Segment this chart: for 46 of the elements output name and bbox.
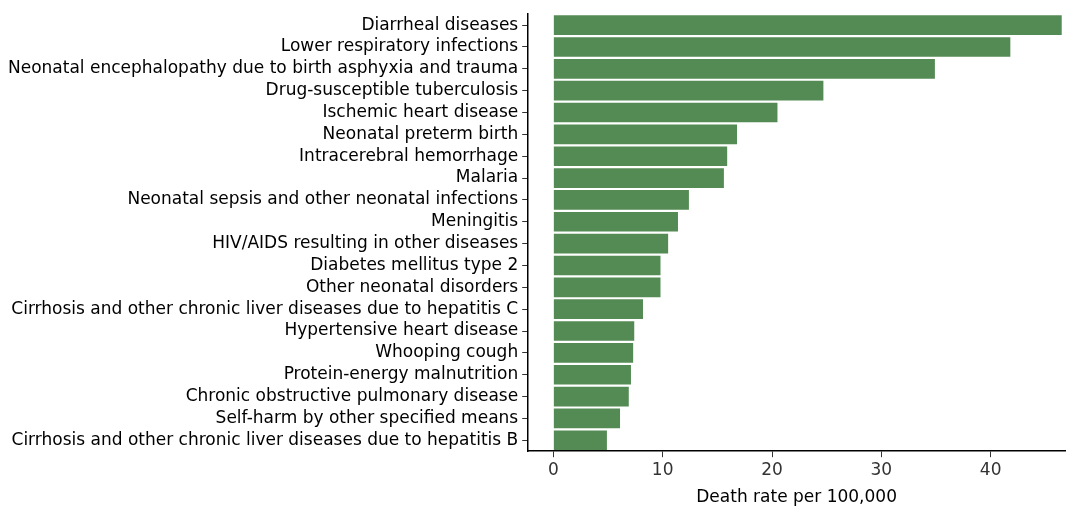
bar — [553, 37, 1011, 57]
bar — [553, 408, 621, 429]
bar — [553, 430, 607, 451]
y-tick-label: Chronic obstructive pulmonary disease — [185, 385, 519, 405]
x-tick-label: 0 — [547, 458, 559, 479]
bar — [553, 58, 935, 79]
bar — [553, 124, 738, 145]
y-tick-label: Meningitis — [431, 210, 519, 231]
bar — [553, 343, 634, 363]
y-tick-label: Neonatal sepsis and other neonatal infections — [127, 188, 519, 209]
y-tick-label: Neonatal encephalopathy due to birth asphyxia and trauma — [8, 57, 519, 78]
y-tick-label: Malaria — [455, 166, 519, 187]
y-tick-label: Hypertensive heart disease — [284, 319, 519, 340]
bar — [553, 146, 728, 167]
y-tick-label: Intracerebral hemorrhage — [299, 144, 519, 165]
bar — [553, 233, 669, 254]
y-tick-label: Drug-susceptible tuberculosis — [265, 79, 519, 100]
bar — [553, 168, 724, 188]
y-tick-label: Other neonatal disorders — [305, 275, 519, 296]
y-tick-label: Whooping cough — [375, 341, 519, 362]
bar — [553, 255, 661, 276]
bar — [553, 211, 678, 232]
bar — [553, 102, 778, 123]
bar — [553, 364, 631, 385]
bar — [553, 15, 1062, 35]
y-tick-label: Cirrhosis and other chronic liver diseases due to hepatitis B — [11, 428, 519, 449]
bar — [553, 80, 824, 101]
y-tick-label: Self-harm by other specified means — [215, 406, 519, 427]
y-tick-label: Lower respiratory infections — [280, 35, 519, 56]
y-tick-label: Neonatal preterm birth — [322, 122, 519, 143]
y-tick-label: Protein-energy malnutrition — [283, 363, 519, 384]
x-tick-label: 10 — [651, 458, 674, 479]
y-tick-label: Cirrhosis and other chronic liver diseases due to hepatitis C — [11, 297, 519, 318]
bar — [553, 321, 635, 341]
x-tick-label: 20 — [761, 458, 783, 479]
bar — [553, 299, 643, 320]
bar — [553, 190, 689, 210]
x-axis-title: Death rate per 100,000 — [696, 486, 897, 507]
y-tick-label: Diabetes mellitus type 2 — [310, 253, 519, 274]
bar — [553, 386, 629, 407]
bar — [553, 277, 661, 298]
y-tick-label: HIV/AIDS resulting in other diseases — [212, 232, 519, 253]
x-tick-label: 40 — [979, 458, 1002, 479]
y-tick-label: Ischemic heart disease — [322, 100, 519, 121]
y-tick-label: Diarrheal diseases — [361, 13, 519, 34]
x-tick-label: 30 — [870, 458, 893, 479]
